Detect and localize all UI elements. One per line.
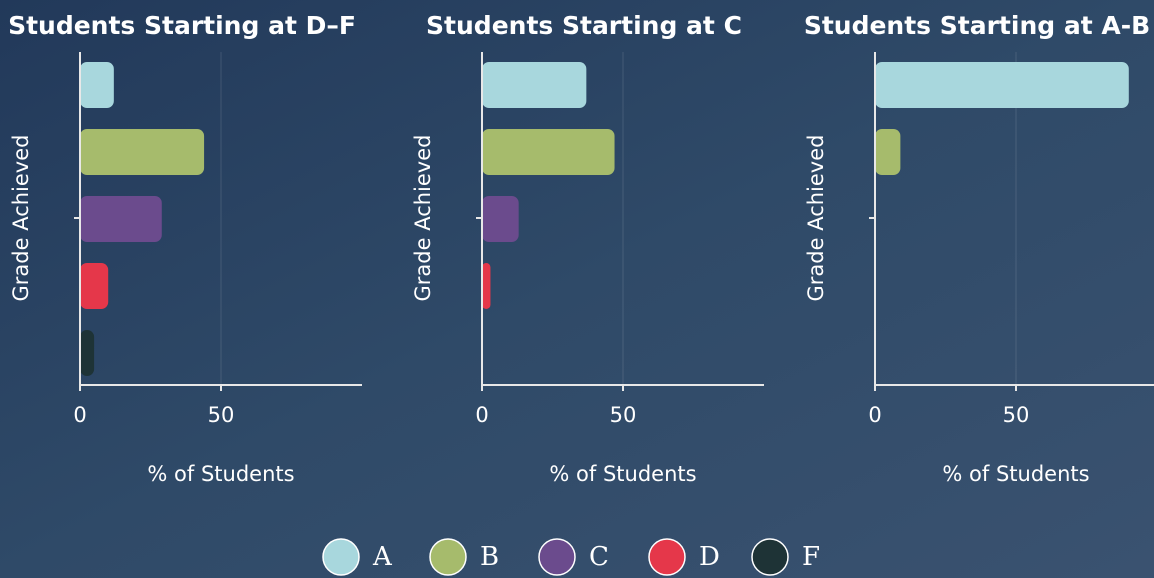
x-axis-label: % of Students [549, 462, 696, 486]
bar [80, 196, 162, 242]
y-axis-label: Grade Achieved [9, 135, 33, 302]
x-axis-label: % of Students [942, 462, 1089, 486]
bar [482, 129, 615, 175]
chart-title: Students Starting at C [426, 11, 742, 40]
bar [482, 263, 490, 309]
x-tick-label: 50 [610, 403, 637, 427]
bar [80, 129, 204, 175]
y-axis-label: Grade Achieved [804, 135, 828, 302]
legend-swatch [539, 539, 575, 575]
bar [482, 196, 519, 242]
chart-title: Students Starting at D–F [8, 11, 356, 40]
legend-swatch [649, 539, 685, 575]
chart-page: Students Starting at D–F 0 50 % of Students… [0, 0, 1154, 578]
x-tick-label: 0 [475, 403, 488, 427]
legend-swatch [323, 539, 359, 575]
legend-label: F [802, 542, 820, 572]
x-tick-label: 0 [868, 403, 881, 427]
x-tick-label: 50 [1003, 403, 1030, 427]
bar [482, 62, 586, 108]
bar [80, 330, 94, 376]
x-axis-label: % of Students [147, 462, 294, 486]
legend-swatch [752, 539, 788, 575]
x-tick-label: 0 [73, 403, 86, 427]
x-tick-label: 50 [208, 403, 235, 427]
legend-label: C [589, 542, 609, 572]
bar [80, 263, 108, 309]
legend-label: B [480, 542, 499, 572]
bar [875, 62, 1129, 108]
chart-title: Students Starting at A-B [804, 11, 1150, 40]
legend-label: D [699, 542, 720, 572]
y-axis-label: Grade Achieved [411, 135, 435, 302]
bar [80, 62, 114, 108]
bar [875, 129, 900, 175]
legend-swatch [430, 539, 466, 575]
legend-label: A [372, 542, 393, 572]
